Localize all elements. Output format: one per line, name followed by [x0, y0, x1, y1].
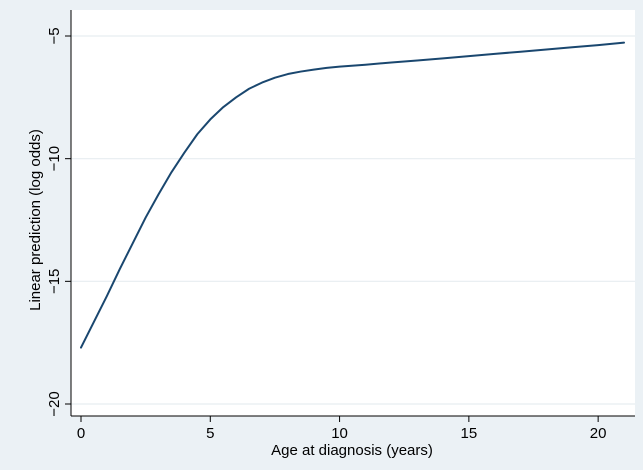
x-tick-label-1: 5: [206, 425, 214, 442]
y-axis-title: Linear prediction (log odds): [27, 129, 44, 311]
y-tick-label-1: −15: [46, 269, 63, 294]
plot-area: [71, 10, 635, 416]
x-tick-label-0: 0: [77, 425, 85, 442]
y-ticks: −20 −15 −10 −5: [46, 27, 71, 417]
x-ticks: 0 5 10 15 20: [77, 416, 607, 442]
y-tick-label-0: −20: [46, 391, 63, 416]
x-tick-label-2: 10: [331, 425, 348, 442]
x-axis-title: Age at diagnosis (years): [271, 442, 433, 459]
x-tick-label-3: 15: [461, 425, 478, 442]
series-line-0: [80, 41, 625, 349]
y-tick-label-2: −10: [46, 146, 63, 171]
grid: [71, 35, 635, 405]
x-tick-label-4: 20: [590, 425, 607, 442]
y-tick-label-3: −5: [46, 27, 63, 44]
series-layer: [80, 41, 625, 349]
